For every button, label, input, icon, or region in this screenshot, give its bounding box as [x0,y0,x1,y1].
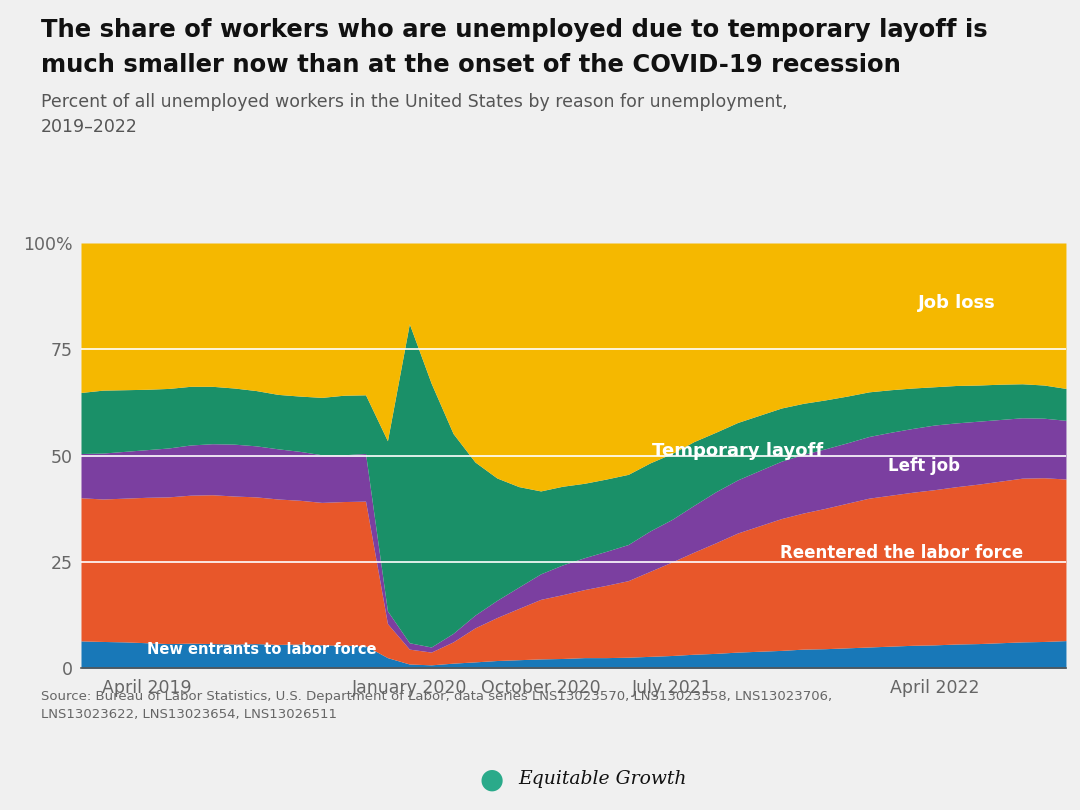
Text: Equitable Growth: Equitable Growth [518,770,687,788]
Text: Source: Bureau of Labor Statistics, U.S. Department of Labor, data series LNS130: Source: Bureau of Labor Statistics, U.S.… [41,690,833,721]
Text: Temporary layoff: Temporary layoff [652,442,823,460]
Text: The share of workers who are unemployed due to temporary layoff is: The share of workers who are unemployed … [41,18,988,42]
Text: Left job: Left job [888,458,960,475]
Text: Job loss: Job loss [918,293,996,312]
Text: Reentered the labor force: Reentered the labor force [780,544,1024,562]
Text: New entrants to labor force: New entrants to labor force [147,642,376,657]
Text: much smaller now than at the onset of the COVID-19 recession: much smaller now than at the onset of th… [41,53,901,77]
Text: ●: ● [480,765,503,793]
Text: Percent of all unemployed workers in the United States by reason for unemploymen: Percent of all unemployed workers in the… [41,93,787,136]
